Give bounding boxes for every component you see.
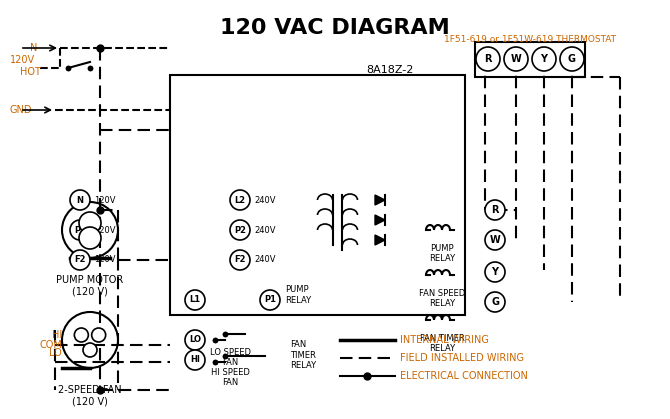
Text: 120 VAC DIAGRAM: 120 VAC DIAGRAM (220, 18, 450, 38)
Circle shape (476, 47, 500, 71)
Text: 8A18Z-2: 8A18Z-2 (366, 65, 413, 75)
Text: HOT: HOT (20, 67, 41, 77)
Text: FIELD INSTALLED WIRING: FIELD INSTALLED WIRING (400, 353, 524, 363)
Text: F2: F2 (74, 256, 86, 264)
Text: R: R (491, 205, 498, 215)
Text: P2: P2 (74, 225, 86, 235)
Circle shape (70, 250, 90, 270)
Polygon shape (375, 215, 385, 225)
Bar (170, 75, 465, 315)
Circle shape (62, 202, 118, 258)
Text: L1: L1 (190, 295, 200, 305)
Circle shape (79, 227, 101, 249)
Circle shape (185, 330, 205, 350)
Circle shape (504, 47, 528, 71)
Text: 120V: 120V (10, 55, 35, 65)
Circle shape (485, 230, 505, 250)
Text: HI: HI (52, 330, 62, 340)
Text: ELECTRICAL CONNECTION: ELECTRICAL CONNECTION (400, 371, 528, 381)
Text: F2: F2 (234, 256, 246, 264)
Text: G: G (491, 297, 499, 307)
Polygon shape (375, 235, 385, 245)
Bar (475, 42, 585, 77)
Text: P1: P1 (264, 295, 276, 305)
Text: N: N (30, 43, 38, 53)
Text: 120V: 120V (94, 196, 115, 204)
Text: PUMP
RELAY: PUMP RELAY (429, 244, 455, 264)
Circle shape (532, 47, 556, 71)
Text: PUMP
RELAY: PUMP RELAY (285, 285, 311, 305)
Text: 240V: 240V (254, 225, 275, 235)
Circle shape (230, 220, 250, 240)
Circle shape (185, 290, 205, 310)
Text: Y: Y (492, 267, 498, 277)
Text: HI SPEED
FAN: HI SPEED FAN (210, 368, 249, 388)
Text: W: W (511, 54, 521, 64)
Text: LO SPEED
FAN: LO SPEED FAN (210, 348, 251, 367)
Circle shape (92, 328, 106, 342)
Text: 2-SPEED FAN
(120 V): 2-SPEED FAN (120 V) (58, 385, 122, 406)
Text: FAN
TIMER
RELAY: FAN TIMER RELAY (290, 340, 316, 370)
Text: PUMP MOTOR
(120 V): PUMP MOTOR (120 V) (56, 275, 124, 297)
Circle shape (70, 220, 90, 240)
Circle shape (485, 292, 505, 312)
Text: N: N (76, 196, 84, 204)
Circle shape (485, 200, 505, 220)
Text: P2: P2 (234, 225, 246, 235)
Circle shape (185, 350, 205, 370)
Circle shape (260, 290, 280, 310)
Circle shape (485, 262, 505, 282)
Text: 1F51-619 or 1F51W-619 THERMOSTAT: 1F51-619 or 1F51W-619 THERMOSTAT (444, 35, 616, 44)
Text: 240V: 240V (254, 256, 275, 264)
Text: FAN SPEED
RELAY: FAN SPEED RELAY (419, 289, 465, 308)
Polygon shape (375, 195, 385, 205)
Text: G: G (568, 54, 576, 64)
Circle shape (230, 190, 250, 210)
Circle shape (79, 212, 101, 234)
Text: GND: GND (10, 105, 33, 115)
Text: 240V: 240V (254, 196, 275, 204)
Text: HI: HI (190, 355, 200, 365)
Circle shape (70, 190, 90, 210)
Text: FAN TIMER
RELAY: FAN TIMER RELAY (419, 334, 464, 353)
Text: COM: COM (39, 340, 62, 350)
Text: 120V: 120V (94, 225, 115, 235)
Text: 120V: 120V (94, 256, 115, 264)
Text: L2: L2 (234, 196, 246, 204)
Circle shape (83, 343, 97, 357)
Circle shape (62, 312, 118, 368)
Text: R: R (484, 54, 492, 64)
Text: Y: Y (541, 54, 547, 64)
Circle shape (230, 250, 250, 270)
Text: INTERNAL WIRING: INTERNAL WIRING (400, 335, 489, 345)
Circle shape (560, 47, 584, 71)
Text: LO: LO (50, 348, 62, 358)
Circle shape (74, 328, 88, 342)
Text: W: W (490, 235, 500, 245)
Text: LO: LO (189, 336, 201, 344)
